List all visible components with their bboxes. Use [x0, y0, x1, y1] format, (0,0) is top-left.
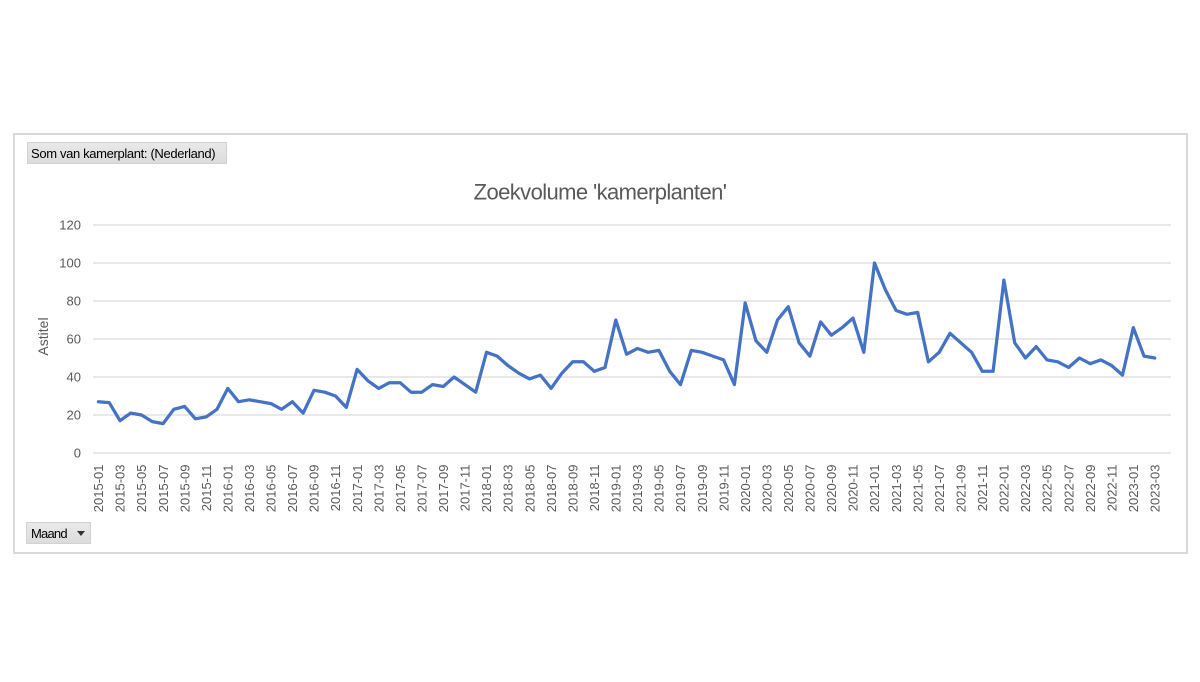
svg-text:Astitel: Astitel [35, 317, 51, 355]
svg-text:2018-03: 2018-03 [501, 465, 516, 513]
svg-text:2020-09: 2020-09 [824, 465, 839, 513]
svg-text:2017-11: 2017-11 [458, 465, 473, 512]
svg-text:2023-01: 2023-01 [1126, 465, 1141, 513]
svg-text:2015-01: 2015-01 [91, 465, 106, 513]
svg-text:80: 80 [67, 294, 81, 309]
svg-text:2018-07: 2018-07 [544, 465, 559, 513]
svg-text:2021-09: 2021-09 [954, 465, 969, 513]
svg-text:2019-11: 2019-11 [716, 465, 731, 512]
svg-text:2016-09: 2016-09 [307, 465, 322, 513]
svg-text:2017-03: 2017-03 [371, 465, 386, 513]
svg-text:120: 120 [59, 218, 81, 233]
svg-text:2022-03: 2022-03 [1018, 465, 1033, 513]
svg-text:2020-03: 2020-03 [760, 465, 775, 513]
svg-text:2015-07: 2015-07 [156, 465, 171, 513]
svg-text:2020-05: 2020-05 [781, 465, 796, 513]
svg-text:2019-07: 2019-07 [673, 465, 688, 513]
svg-text:2020-01: 2020-01 [738, 465, 753, 513]
svg-text:Zoekvolume 'kamerplanten': Zoekvolume 'kamerplanten' [474, 180, 727, 205]
svg-text:2023-03: 2023-03 [1148, 465, 1163, 513]
svg-text:2021-05: 2021-05 [910, 465, 925, 513]
svg-text:2018-11: 2018-11 [587, 465, 602, 512]
svg-text:2018-05: 2018-05 [522, 465, 537, 513]
svg-text:2020-07: 2020-07 [803, 465, 818, 513]
svg-text:2017-07: 2017-07 [415, 465, 430, 513]
svg-text:2020-11: 2020-11 [846, 465, 861, 512]
svg-text:2022-09: 2022-09 [1083, 465, 1098, 513]
svg-text:2017-09: 2017-09 [436, 465, 451, 513]
svg-text:2016-01: 2016-01 [220, 465, 235, 513]
svg-text:2019-05: 2019-05 [652, 465, 667, 513]
svg-text:2016-05: 2016-05 [264, 465, 279, 513]
svg-text:2015-03: 2015-03 [113, 465, 128, 513]
svg-text:2021-07: 2021-07 [932, 465, 947, 513]
svg-text:2016-03: 2016-03 [242, 465, 257, 513]
svg-text:2022-07: 2022-07 [1061, 465, 1076, 513]
svg-text:2017-01: 2017-01 [350, 465, 365, 513]
svg-text:2018-01: 2018-01 [479, 465, 494, 513]
svg-text:2016-07: 2016-07 [285, 465, 300, 513]
svg-text:2015-05: 2015-05 [134, 465, 149, 513]
svg-text:2019-01: 2019-01 [609, 465, 624, 513]
svg-text:20: 20 [67, 408, 81, 423]
svg-text:2021-11: 2021-11 [975, 465, 990, 512]
svg-text:2021-03: 2021-03 [889, 465, 904, 513]
svg-text:60: 60 [67, 332, 81, 347]
svg-text:0: 0 [74, 446, 81, 461]
svg-text:2015-11: 2015-11 [199, 465, 214, 512]
svg-text:2015-09: 2015-09 [177, 465, 192, 513]
svg-text:2018-09: 2018-09 [565, 465, 580, 513]
svg-text:2019-09: 2019-09 [695, 465, 710, 513]
svg-text:2021-01: 2021-01 [867, 465, 882, 513]
svg-text:2019-03: 2019-03 [630, 465, 645, 513]
svg-text:100: 100 [59, 256, 81, 271]
svg-text:40: 40 [67, 370, 81, 385]
svg-text:2022-01: 2022-01 [997, 465, 1012, 513]
svg-text:2016-11: 2016-11 [328, 465, 343, 512]
svg-text:2017-05: 2017-05 [393, 465, 408, 513]
svg-text:2022-05: 2022-05 [1040, 465, 1055, 513]
svg-text:2022-11: 2022-11 [1104, 465, 1119, 512]
